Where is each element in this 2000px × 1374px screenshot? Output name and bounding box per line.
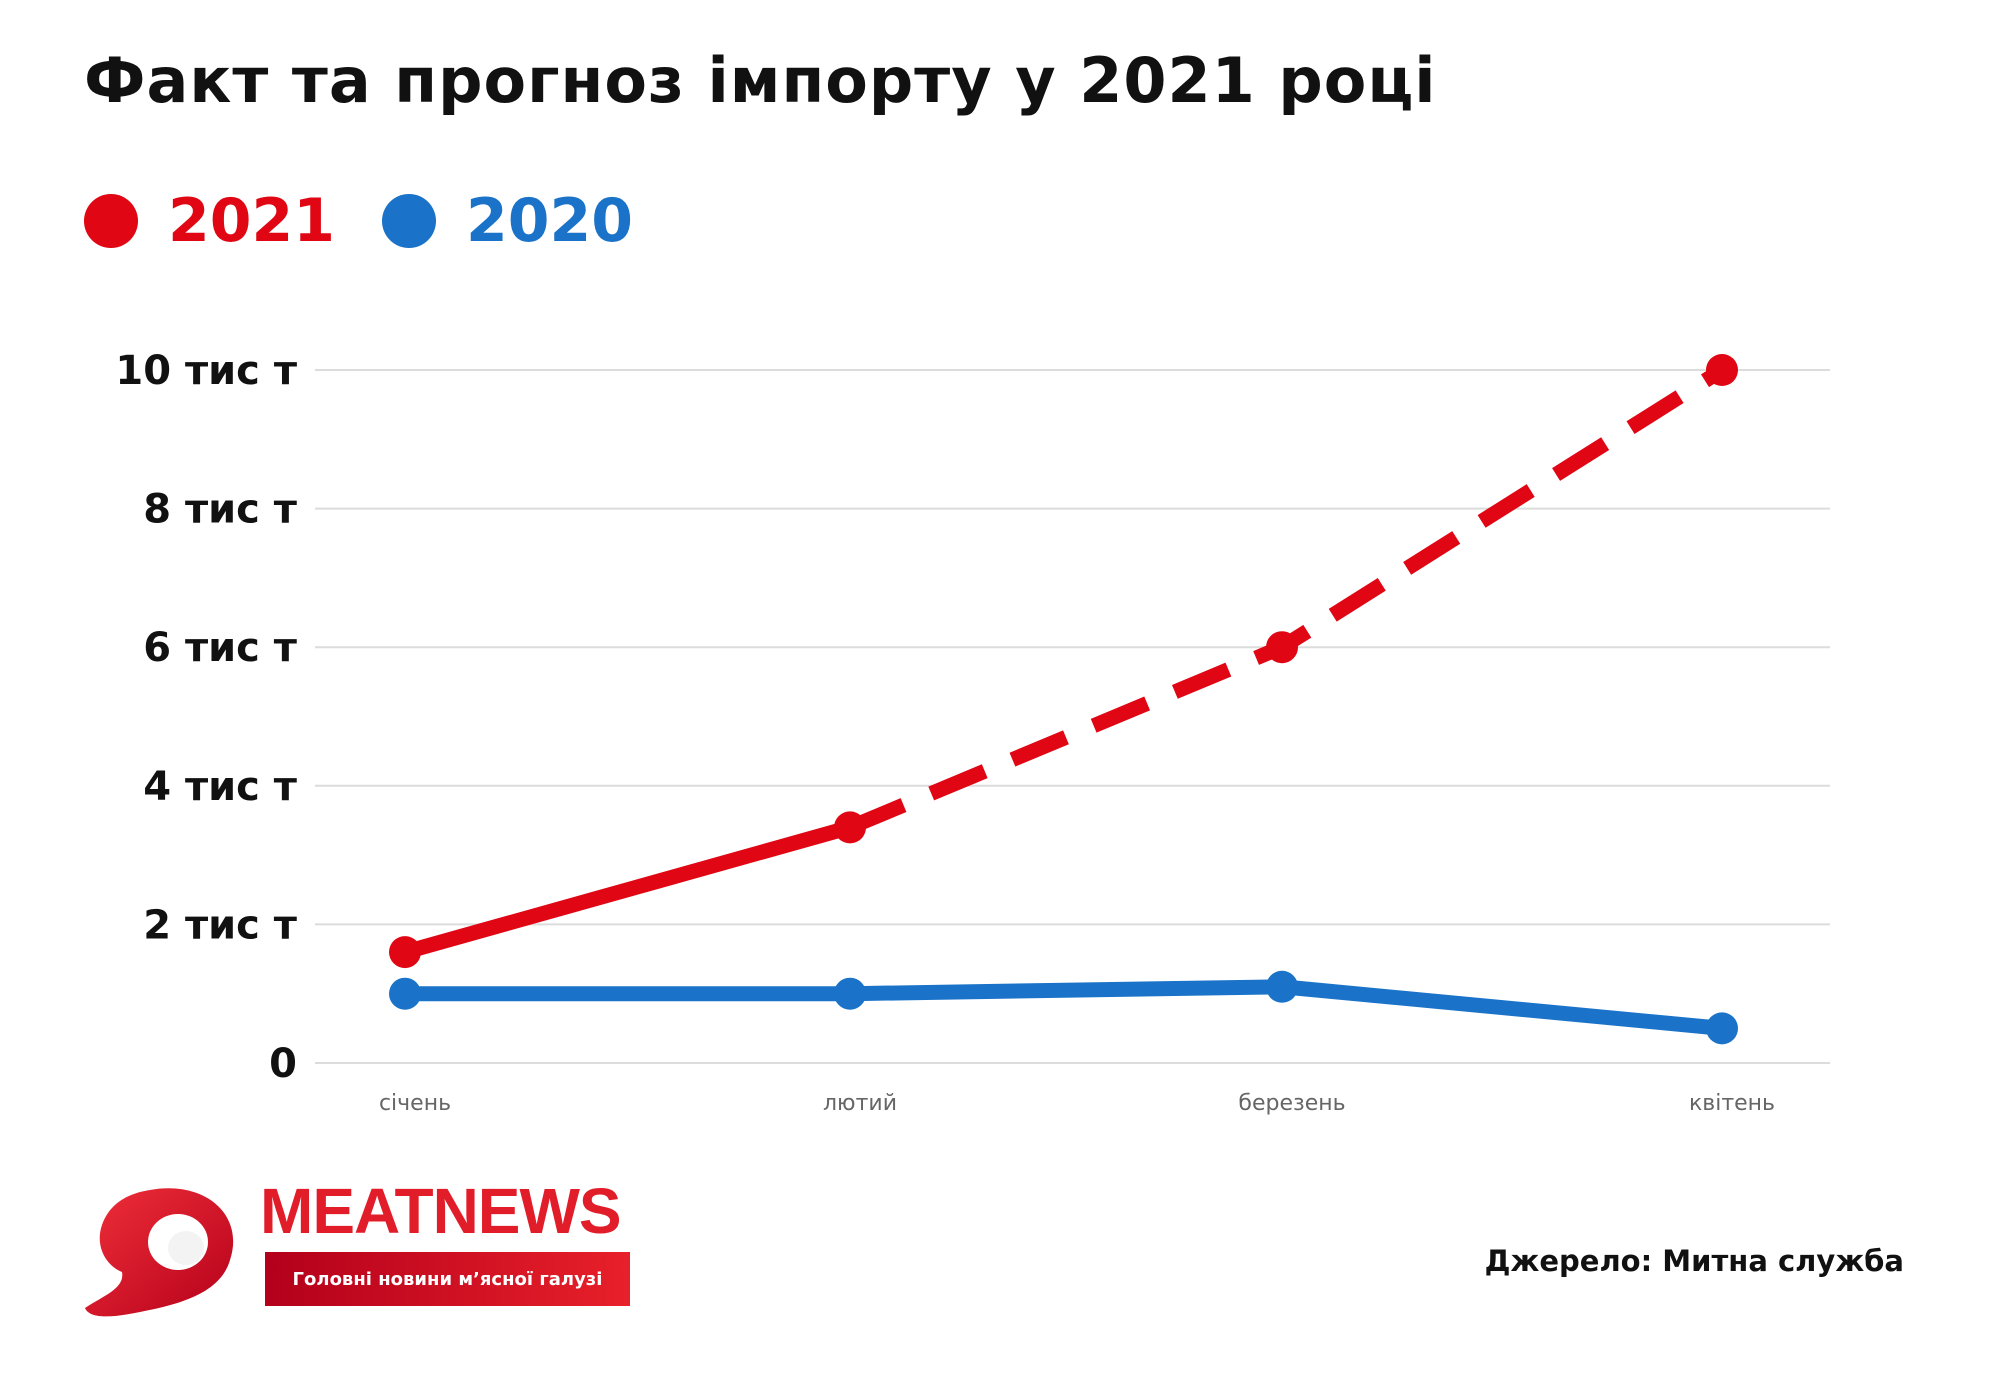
x-tick-label: березень: [1238, 1091, 1345, 1116]
data-point-2021: [389, 936, 421, 969]
y-tick-label: 2 тис т: [143, 902, 298, 948]
logo-wordmark: MEATNEWS: [260, 1175, 622, 1247]
meatnews-logo: MEATNEWS Головні новини м’ясної галузі: [80, 1175, 640, 1330]
data-point-2020: [389, 977, 421, 1010]
series-line-2020: [397, 979, 1730, 1036]
x-tick-label: лютий: [823, 1091, 897, 1116]
data-point-2020: [1706, 1012, 1738, 1045]
legend-dot-2020: [382, 194, 436, 248]
data-point-2020: [834, 977, 866, 1010]
y-tick-label: 0: [269, 1041, 297, 1087]
series-line-2021-forecast: [847, 363, 1726, 835]
x-tick-label: січень: [379, 1091, 451, 1116]
data-point-2021: [834, 811, 866, 844]
data-point-2021: [1266, 631, 1298, 664]
y-tick-label: 4 тис т: [143, 764, 298, 810]
source-note: Джерело: Митна служба: [1484, 1244, 1904, 1278]
logo-tagline: Головні новини м’ясної галузі: [265, 1252, 630, 1306]
legend-label-2021: 2021: [168, 186, 335, 256]
chart-title: Факт та прогноз імпорту у 2021 році: [84, 44, 1437, 117]
legend-label-2020: 2020: [466, 186, 633, 256]
y-tick-label: 10 тис т: [115, 348, 297, 394]
legend-dot-2021: [84, 194, 138, 248]
x-tick-label: квітень: [1689, 1091, 1775, 1116]
data-point-2020: [1266, 970, 1298, 1003]
data-point-2021: [1706, 354, 1738, 386]
series-line-2021-actual: [397, 819, 858, 960]
meatnews-logo-mark: [85, 1188, 234, 1317]
y-tick-label: 8 тис т: [143, 487, 298, 533]
y-tick-label: 6 тис т: [143, 625, 298, 671]
